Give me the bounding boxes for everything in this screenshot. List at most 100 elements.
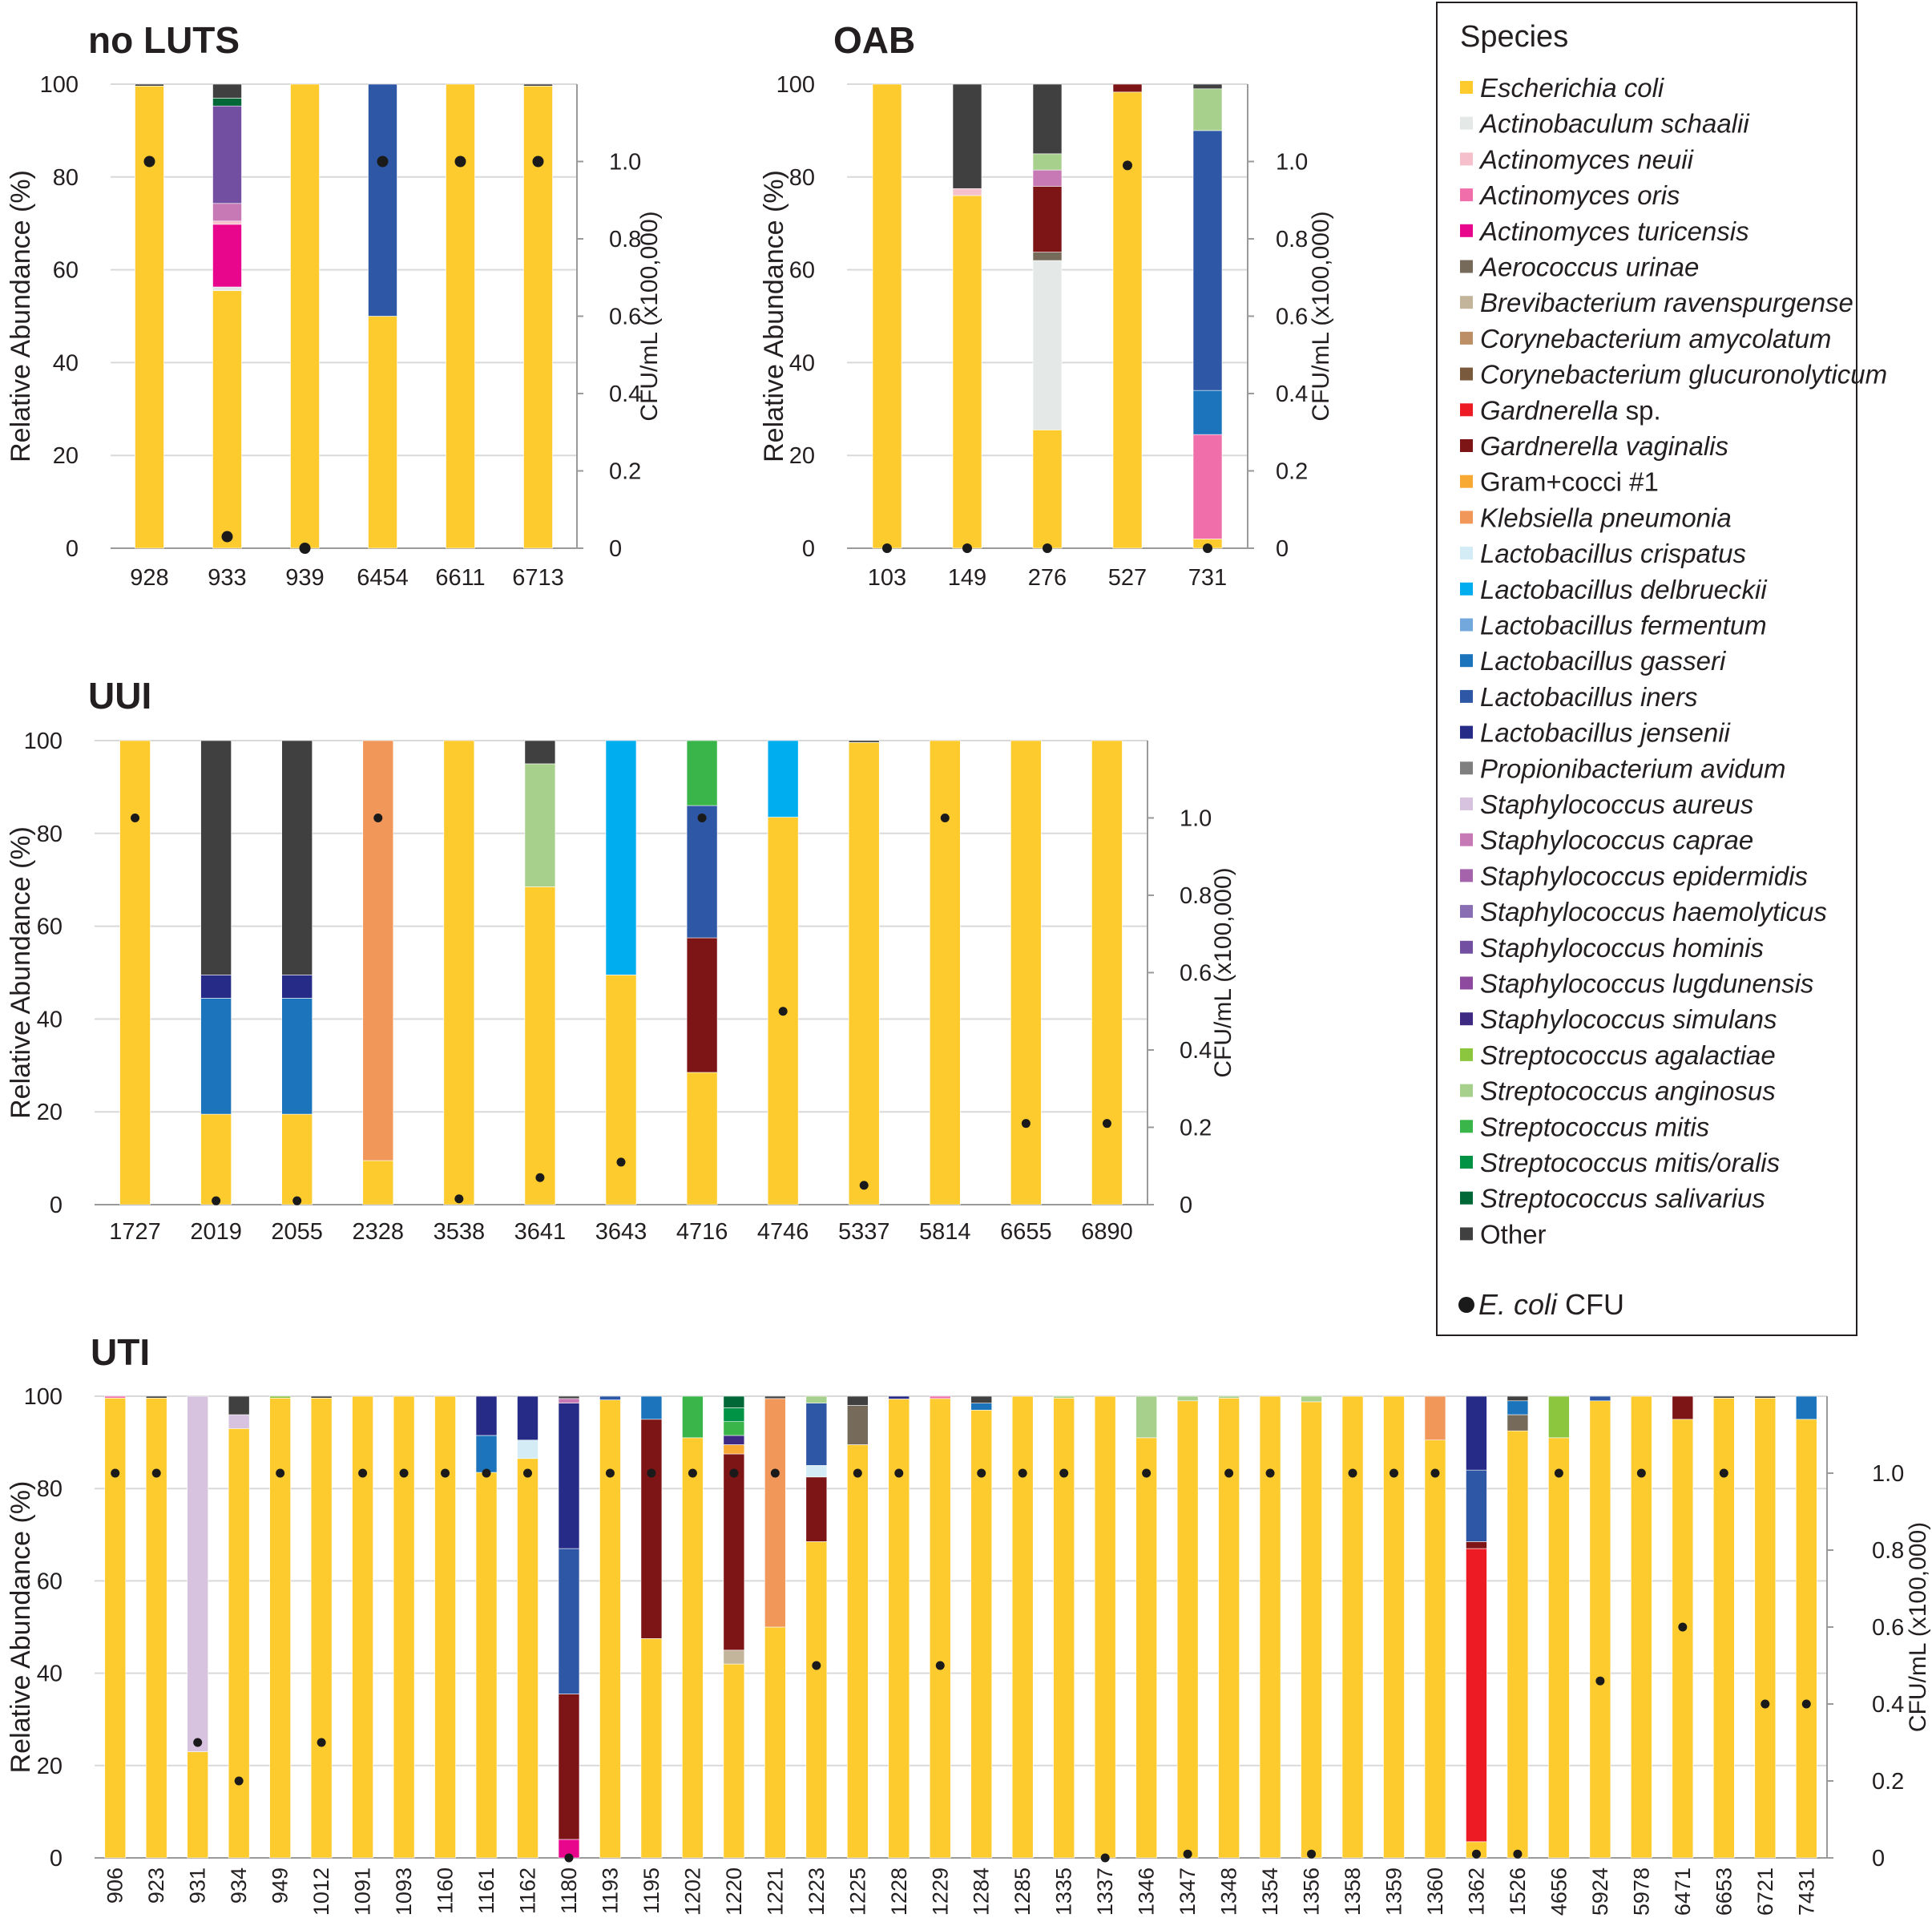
bar-segment-escherichia-coli [212, 290, 242, 549]
bar-stack [888, 1395, 910, 1859]
y-tick-label: 20 [37, 1754, 63, 1779]
x-tick-label: 1347 [1176, 1867, 1200, 1916]
bar-stack [269, 1395, 291, 1859]
legend-label-text: Escherichia coli [1480, 73, 1665, 103]
legend-swatch [1460, 833, 1473, 846]
legend-item: Corynebacterium amycolatum [1460, 324, 1831, 353]
x-tick-label: 2328 [353, 1219, 405, 1245]
x-tick-label: 933 [208, 565, 246, 591]
cfu-dot [377, 155, 389, 168]
y2-tick-label: 0.4 [1180, 1038, 1212, 1064]
y2-tick-label: 0 [1276, 536, 1289, 562]
bar-segment-escherichia-coli [1754, 1398, 1777, 1859]
bar-stack [310, 1395, 333, 1859]
bar-segment-escherichia-coli [952, 195, 982, 549]
legend-label-text: Staphylococcus epidermidis [1480, 861, 1808, 890]
x-tick-label: 1346 [1135, 1867, 1159, 1916]
y-tick-label: 60 [53, 258, 79, 284]
bar-segment-escherichia-coli [145, 1398, 167, 1859]
bar-segment-escherichia-coli [310, 1398, 333, 1859]
legend-label-text: Propionibacterium avidum [1480, 753, 1786, 783]
bar-segment-gardnerella-vaginalis [723, 1453, 745, 1651]
legend-label: Staphylococcus haemolyticus [1480, 897, 1827, 927]
x-tick-label: 5978 [1629, 1867, 1653, 1916]
y2-tick-label: 0.6 [1872, 1615, 1904, 1641]
legend-label: Aerococcus urinae [1478, 252, 1699, 282]
bar-segment-escherichia-coli [1259, 1395, 1281, 1859]
legend-item: Escherichia coli [1460, 73, 1665, 103]
legend-label: Streptococcus anginosus [1480, 1076, 1776, 1106]
bar-stack [723, 1395, 745, 1859]
x-tick-label: 1526 [1506, 1867, 1530, 1916]
y-tick-label: 0 [66, 536, 79, 562]
legend-item: Gardnerella sp. [1460, 395, 1661, 425]
legend-label: Lactobacillus fermentum [1480, 611, 1767, 640]
y-tick-label: 100 [40, 72, 79, 98]
legend-label-text: Gardnerella vaginalis [1480, 431, 1728, 461]
cfu-dot [1123, 160, 1132, 171]
legend-label-text: Actinomyces neuii [1478, 144, 1695, 174]
x-tick-label: 103 [868, 565, 906, 591]
bar-segment-other [848, 740, 880, 743]
cfu-dot [1471, 1849, 1481, 1859]
x-tick-label: 906 [103, 1867, 127, 1904]
legend-swatch [1460, 511, 1473, 524]
bar-segment-other [558, 1395, 580, 1399]
bar-stack [119, 740, 151, 1205]
legend-item: Streptococcus salivarius [1460, 1184, 1765, 1213]
bar-segment-streptococcus-agalactiae [1548, 1395, 1570, 1439]
x-tick-label: 949 [268, 1867, 292, 1904]
cfu-dot [605, 1468, 615, 1478]
cfu-dot [212, 1196, 221, 1205]
bar-segment-lactobacillus-gasseri [1506, 1400, 1529, 1415]
cfu-dot [523, 1468, 532, 1478]
bar-segment-escherichia-coli [1301, 1401, 1322, 1859]
y2-tick-label: 0.8 [1872, 1538, 1904, 1564]
bar-segment-gardnerella-vaginalis [1032, 186, 1063, 252]
cfu-dot [564, 1853, 574, 1863]
y-axis-title: Relative Abundance (%) [6, 1481, 36, 1774]
bar-segment-staphylococcus-caprae [558, 1398, 580, 1403]
y-tick-label: 20 [37, 1100, 63, 1125]
bar-segment-escherichia-coli [682, 1437, 704, 1859]
legend-label-text: Lactobacillus jensenii [1480, 718, 1732, 748]
bar-stack [1466, 1395, 1487, 1859]
bar-segment-escherichia-coli [1091, 740, 1123, 1205]
legend-label-text: Actinomyces turicensis [1478, 216, 1749, 246]
legend-label-text: Actinobaculum schaalii [1478, 109, 1750, 139]
cfu-dot [1595, 1676, 1605, 1686]
legend-swatch [1460, 761, 1473, 775]
bar-stack [524, 740, 556, 1205]
x-tick-label: 3643 [595, 1219, 647, 1245]
x-tick-label: 1220 [722, 1867, 746, 1916]
legend-item: Brevibacterium ravenspurgense [1460, 288, 1853, 317]
cfu-dot [441, 1468, 450, 1478]
cfu-dot [143, 155, 155, 168]
bar-stack [1589, 1395, 1611, 1859]
legend-item: Gram+cocci #1 [1460, 467, 1659, 497]
cfu-dot [1183, 1849, 1192, 1859]
bar-stack [1011, 1395, 1034, 1859]
bar-segment-actinomyces-oris [929, 1395, 951, 1399]
bar-stack [1424, 1395, 1446, 1859]
y-tick-label: 80 [789, 165, 815, 191]
bar-segment-escherichia-coli [1713, 1398, 1735, 1859]
legend-swatch [1460, 869, 1473, 882]
legend-cfu-dot [1458, 1297, 1474, 1313]
bar-stack [1053, 1395, 1075, 1859]
bar-segment-gardnerella-vaginalis [1466, 1541, 1487, 1549]
x-tick-label: 5924 [1588, 1867, 1612, 1916]
bar-segment-aerococcus-urinae [1506, 1414, 1529, 1431]
bar-stack [187, 1395, 208, 1859]
bar-stack [281, 740, 313, 1205]
cfu-dot [688, 1468, 697, 1478]
bar-segment-gardnerella-vaginalis [640, 1419, 663, 1639]
legend-label-text: Lactobacillus crispatus [1480, 539, 1746, 568]
legend-label-text: Staphylococcus haemolyticus [1480, 897, 1827, 927]
cfu-dot [151, 1468, 161, 1478]
bar-segment-staphylococcus-aureus [187, 1395, 208, 1752]
bar-segment-escherichia-coli [362, 1160, 394, 1205]
legend-label-text: Aerococcus urinae [1478, 252, 1699, 282]
bar-segment-other [281, 740, 313, 975]
cfu-dot [373, 814, 383, 822]
